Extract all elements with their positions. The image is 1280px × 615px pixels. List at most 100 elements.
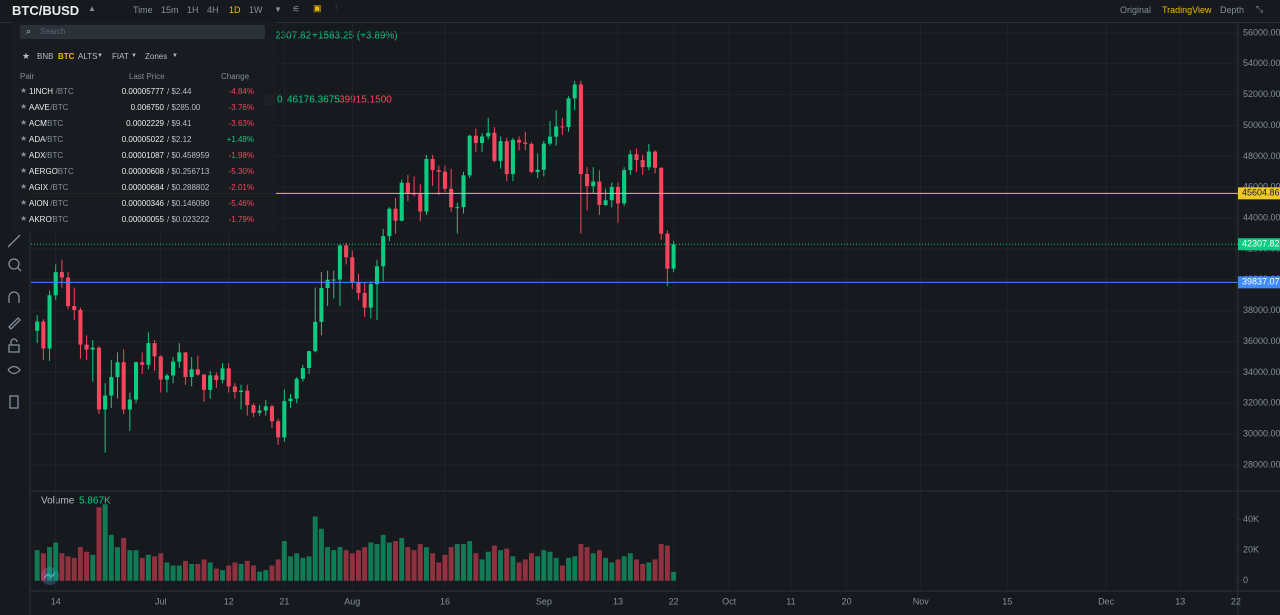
candle-body	[313, 321, 318, 352]
tool-magnet[interactable]	[8, 291, 20, 303]
interval[interactable]: 1H	[187, 5, 199, 15]
candle-body	[331, 279, 336, 281]
candle-body	[288, 398, 293, 402]
pair-row[interactable]: ★ AERGO/BTC 0.00000608/ $0.256713 -5.30%	[12, 166, 276, 180]
candle-body	[220, 368, 225, 380]
row-star[interactable]: ★	[20, 198, 28, 207]
volume-bar	[615, 559, 621, 581]
settings-icon[interactable]: ⚟	[292, 4, 301, 14]
pair-row[interactable]: ★ 1INCH/BTC 0.00005777/ $2.44 -4.84%	[12, 86, 276, 100]
row-star[interactable]: ★	[20, 182, 28, 191]
candle-body	[251, 405, 256, 413]
row-star[interactable]: ★	[20, 150, 28, 159]
column-header[interactable]: Change	[221, 72, 250, 81]
candle-body	[473, 135, 478, 143]
x-tick-label: Oct	[722, 596, 737, 606]
tool-trend[interactable]	[7, 234, 21, 248]
chart-type-icon[interactable]: ▣	[313, 3, 322, 13]
view-tab[interactable]: Depth	[1220, 5, 1245, 15]
row-star[interactable]: ★	[20, 102, 28, 111]
market-tab[interactable]: BNB	[37, 52, 54, 61]
tool-brush[interactable]	[8, 317, 21, 330]
volume-bar	[596, 550, 602, 581]
candle-body	[239, 390, 244, 393]
row-star[interactable]: ★	[20, 118, 28, 127]
x-tick-label: Jul	[155, 596, 167, 606]
fullscreen-icon[interactable]: ⤡	[1256, 4, 1264, 14]
pair-base: ADA	[29, 135, 46, 144]
candle-body	[158, 356, 163, 380]
row-star[interactable]: ★	[20, 134, 28, 143]
volume-bar	[405, 547, 411, 581]
interval[interactable]: 15m	[161, 5, 179, 15]
volume-bar	[634, 559, 639, 581]
row-star[interactable]: ★	[20, 86, 28, 95]
market-tab[interactable]: FIAT	[112, 52, 129, 61]
market-tab[interactable]: ALTS	[78, 52, 98, 61]
candle-body	[164, 375, 169, 380]
interval[interactable]: 1D	[229, 5, 241, 15]
tab-caret: ▼	[172, 53, 178, 59]
volume-tick-label: 40K	[1243, 514, 1259, 524]
y-tick-label: 34000.00	[1243, 367, 1280, 377]
interval[interactable]: Time	[133, 5, 153, 15]
interval[interactable]: 4H	[207, 5, 219, 15]
column-header[interactable]: Pair	[20, 72, 35, 81]
row-star[interactable]: ★	[20, 166, 28, 175]
volume-bar	[609, 562, 615, 581]
search-box[interactable]: ⌕ Search	[20, 25, 265, 39]
tool-trash[interactable]	[9, 395, 19, 409]
market-tab[interactable]: BTC	[58, 52, 75, 61]
pair-row[interactable]: ★ AION/BTC 0.00000346/ $0.146090 -5.46%	[12, 198, 276, 212]
pair-row[interactable]: ★ AAVE/BTC 0.006750/ $285.00 -3.76%	[12, 102, 276, 116]
volume-bar	[40, 553, 46, 581]
candle-body	[430, 159, 435, 171]
volume-bar	[281, 541, 287, 581]
candle-body	[72, 306, 77, 310]
view-tab[interactable]: TradingView	[1162, 5, 1212, 15]
pair-row[interactable]: ★ ADX/BTC 0.00001087/ $0.458959 -1.98%	[12, 150, 276, 164]
candle-body	[263, 406, 268, 411]
candle-body	[405, 182, 410, 194]
row-star[interactable]: ★	[20, 214, 28, 223]
volume-bar	[491, 545, 497, 581]
candle-body	[152, 343, 157, 357]
symbol-caret[interactable]: ▲	[88, 4, 96, 13]
symbol[interactable]: BTC/BUSD	[12, 3, 80, 18]
volume-bar	[176, 565, 182, 581]
column-header[interactable]: Last Price	[129, 72, 165, 81]
price-label-bg	[1238, 238, 1280, 251]
ichimoku-value: 39915.1500	[339, 95, 392, 106]
interval[interactable]: 1W	[249, 5, 263, 15]
volume-bar	[90, 554, 96, 581]
candle-body	[84, 344, 89, 350]
search-icon: ⌕	[26, 26, 32, 36]
volume-bar	[275, 559, 281, 581]
pair-row[interactable]: ★ ADA/BTC 0.00005022/ $2.12 +1.48%	[12, 134, 276, 148]
volume-bar	[337, 547, 343, 581]
tool-zoom[interactable]	[8, 258, 20, 270]
volume-bar	[263, 570, 269, 581]
indicator-icon[interactable]: ⫶	[335, 3, 338, 13]
y-tick-label: 52000.00	[1243, 89, 1280, 99]
pair-row[interactable]: ★ ACM/BTC 0.0002229/ $9.41 -3.63%	[12, 118, 276, 132]
candle-body	[183, 352, 188, 378]
candle-body	[90, 347, 95, 350]
legend-change: +1583.25 (+3.89%)	[312, 31, 398, 42]
candle-body	[479, 136, 485, 143]
candle-body	[276, 421, 281, 438]
pair-row[interactable]: ★ AGIX/BTC 0.00000684/ $0.288802 -2.01%	[12, 182, 276, 196]
pair-row[interactable]: ★ AKRO/BTC 0.00000055/ $0.023222 -1.79%	[12, 214, 276, 228]
tool-eye[interactable]	[7, 365, 21, 375]
tool-lock[interactable]	[8, 344, 20, 353]
view-tab[interactable]: Original	[1120, 5, 1152, 15]
volume-bar	[349, 553, 355, 581]
more-intervals[interactable]: ▼	[274, 5, 282, 14]
price-label: 39837.07	[1242, 277, 1280, 287]
market-tab[interactable]: Zones	[145, 52, 168, 61]
volume-bar	[65, 556, 71, 581]
candle-body	[603, 200, 608, 205]
favorites-star[interactable]: ★	[22, 51, 31, 61]
